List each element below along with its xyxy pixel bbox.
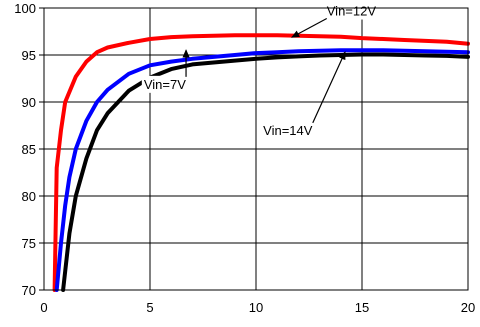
y-tick-label: 90 [22,95,36,110]
annotation-label: Vin=14V [263,123,313,138]
y-tick-label: 70 [22,283,36,298]
annotation-label-bg [324,2,379,20]
series-line-vin-12v [52,33,470,292]
annotation-arrow [290,17,328,38]
y-tick-label: 95 [22,48,36,63]
series-layer [52,33,470,292]
annotation-layer: Vin=12V Vin=7V Vin=14V [141,2,379,139]
annotation-label-bg [261,121,315,139]
y-tick-label: 80 [22,189,36,204]
annotation-arrow [312,51,346,124]
series-line-vin-14v [61,52,470,292]
y-tick-label: 85 [22,142,36,157]
x-tick-label: 10 [249,300,263,315]
x-tick-label: 15 [355,300,369,315]
annotation-label-bg [141,75,189,93]
plot-frame [43,7,469,291]
annotation-label: Vin=7V [144,77,186,92]
y-tick-label: 75 [22,236,36,251]
tick-layer: 0 5 10 15 20 70 75 80 85 90 95 100 [14,1,475,315]
x-tick-label: 5 [146,300,153,315]
x-tick-label: 0 [40,300,47,315]
x-tick-label: 20 [461,300,475,315]
series-line-vin-7v [54,48,470,292]
annotation-label: Vin=12V [327,4,377,19]
y-tick-label: 100 [14,1,36,16]
